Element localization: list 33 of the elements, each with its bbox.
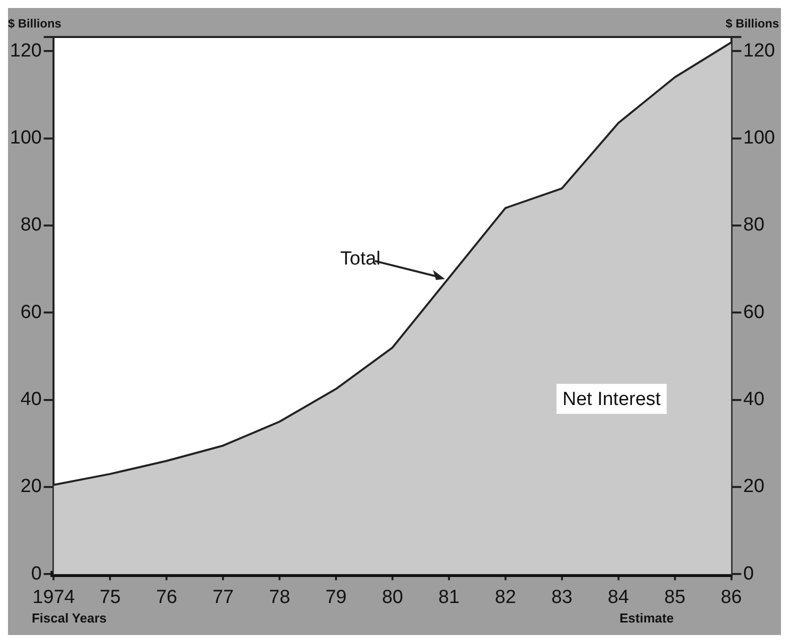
y2-tick-label: 100 xyxy=(743,128,775,148)
y-tick-label: 80 xyxy=(20,214,42,236)
y2-tick-label: 0 xyxy=(743,563,754,584)
y2-tick-label: 80 xyxy=(743,214,764,236)
annotation: Total xyxy=(340,248,380,270)
annotation: Net Interest xyxy=(562,389,662,410)
x-tick-label: 77 xyxy=(212,586,234,608)
y-tick-label: 100 xyxy=(10,128,42,148)
y-tick-label: 120 xyxy=(10,40,42,62)
y-tick-label: 20 xyxy=(20,476,42,498)
text: Estimate xyxy=(620,610,674,626)
x-tick-label: 75 xyxy=(100,586,121,608)
y2-tick-label: 40 xyxy=(743,389,764,410)
x-tick-label: 78 xyxy=(268,586,290,608)
x-tick-label: 1974 xyxy=(32,586,76,608)
y-tick-label: 60 xyxy=(20,302,42,323)
y2-tick-label: 20 xyxy=(743,476,764,498)
y-axis-title: $ Billions xyxy=(8,16,62,30)
y2-axis-title: $ Billions xyxy=(726,16,780,30)
x-tick-label: 79 xyxy=(325,586,347,608)
y-tick-label: 0 xyxy=(31,563,42,584)
x-tick-label: 86 xyxy=(720,586,742,608)
x-tick-label: 76 xyxy=(156,586,178,608)
x-tick-label: 80 xyxy=(382,586,404,608)
x-axis-title: Fiscal Years xyxy=(32,610,107,626)
x-tick-label: 83 xyxy=(551,586,572,608)
x-tick-label: 81 xyxy=(438,586,460,608)
x-tick-label: 85 xyxy=(664,586,686,608)
x-tick-label: 82 xyxy=(494,586,516,608)
y-tick-label: 40 xyxy=(20,389,42,410)
y2-tick-label: 120 xyxy=(743,40,775,62)
x-tick-label: 84 xyxy=(608,586,630,608)
y2-tick-label: 60 xyxy=(743,302,764,323)
